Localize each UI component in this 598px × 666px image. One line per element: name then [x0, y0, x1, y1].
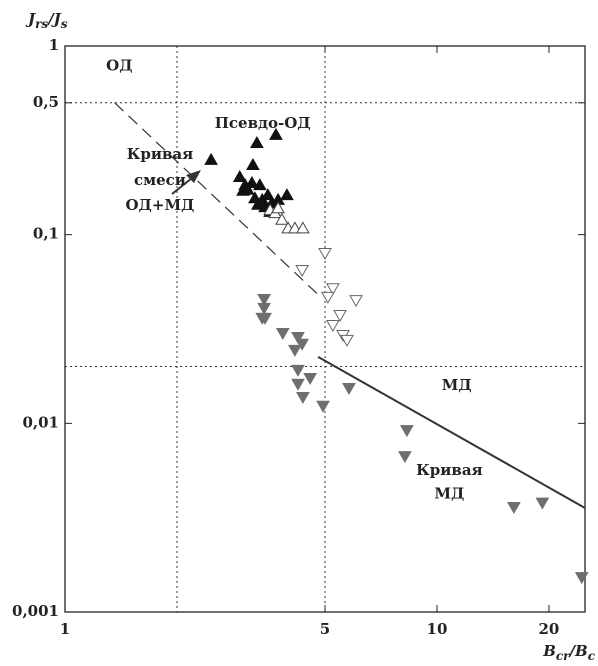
annotation: ОД: [106, 56, 132, 74]
point: [245, 175, 259, 188]
point: [326, 283, 340, 296]
curve: [114, 102, 323, 299]
point: [326, 320, 340, 333]
point: [295, 264, 309, 277]
point: [398, 451, 412, 464]
point: [269, 127, 283, 140]
x-label: Bcr/Bc: [542, 642, 596, 663]
point: [535, 497, 550, 510]
point: [333, 310, 347, 323]
point: [257, 294, 271, 307]
point: [275, 212, 289, 225]
point: [251, 197, 265, 210]
point: [291, 378, 305, 391]
x-tick-label: 20: [539, 620, 560, 638]
x-tick-label: 1: [60, 620, 70, 638]
curve: [317, 356, 586, 509]
y-tick-label: 0,1: [33, 225, 59, 243]
annotation: МД: [442, 376, 472, 394]
point: [291, 364, 305, 377]
point: [295, 338, 309, 351]
y-tick-label: 1: [49, 36, 59, 54]
point: [342, 382, 356, 395]
y-label: Jrs/Js: [25, 10, 68, 31]
point: [246, 158, 260, 171]
annotation: МД: [434, 484, 464, 502]
point: [296, 391, 310, 404]
point: [280, 188, 294, 201]
subscript: cr: [556, 649, 571, 663]
point: [275, 328, 290, 341]
y-tick-label: 0,5: [33, 93, 59, 111]
subscript: c: [588, 649, 596, 663]
point: [236, 183, 250, 196]
subscript: s: [61, 17, 68, 31]
x-tick-label: 5: [320, 620, 330, 638]
point: [258, 312, 272, 325]
point: [288, 344, 302, 357]
y-tick-label: 0,01: [22, 413, 59, 431]
point: [574, 572, 589, 585]
point: [340, 334, 354, 347]
point: [318, 247, 332, 260]
annotation: смеси: [134, 171, 186, 189]
point: [507, 502, 521, 515]
y-tick-label: 0,001: [12, 602, 59, 620]
point: [349, 295, 363, 308]
point: [316, 400, 330, 413]
x-tick-label: 10: [427, 620, 448, 638]
label-part: J: [25, 10, 36, 28]
annotation: Псевдо-ОД: [215, 114, 311, 132]
point: [303, 372, 317, 385]
label-part: /J: [46, 10, 61, 28]
label-part: /B: [568, 642, 588, 660]
point: [204, 152, 218, 165]
point: [252, 178, 267, 191]
point: [271, 201, 285, 214]
point: [257, 302, 271, 315]
point: [291, 331, 305, 344]
annotation: Кривая: [127, 145, 193, 163]
point: [232, 170, 247, 183]
subscript: rs: [35, 17, 48, 31]
point: [260, 188, 275, 201]
label-part: B: [542, 642, 556, 660]
arrow-head: [186, 170, 201, 183]
point: [296, 221, 310, 234]
annotation: ОД+МД: [125, 196, 194, 214]
annotation: Кривая: [416, 461, 482, 479]
point: [250, 136, 264, 149]
point: [321, 291, 335, 304]
point: [400, 425, 414, 438]
